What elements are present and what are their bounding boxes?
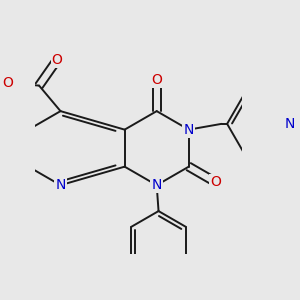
Text: N: N [184, 123, 194, 136]
Text: O: O [211, 176, 221, 189]
Text: O: O [151, 73, 162, 87]
Text: O: O [2, 76, 13, 90]
Text: N: N [285, 117, 295, 131]
Text: N: N [152, 178, 162, 192]
Text: O: O [52, 53, 63, 67]
Text: N: N [55, 178, 66, 192]
